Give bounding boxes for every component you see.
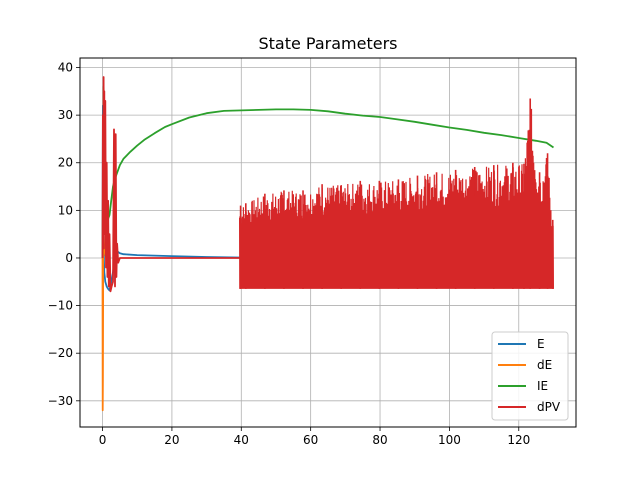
legend-label-e: E bbox=[537, 337, 545, 351]
x-tick-label: 120 bbox=[507, 433, 530, 447]
legend-label-de: dE bbox=[537, 358, 552, 372]
y-tick-label: −30 bbox=[48, 394, 73, 408]
series-line-e bbox=[101, 104, 240, 292]
y-tick-label: 20 bbox=[58, 156, 73, 170]
y-tick-label: 0 bbox=[65, 251, 73, 265]
x-tick-label: 100 bbox=[438, 433, 461, 447]
y-tick-label: 30 bbox=[58, 108, 73, 122]
plot-area bbox=[101, 76, 555, 412]
legend-box bbox=[491, 331, 569, 421]
x-axis: 0 20 40 60 80 100 120 bbox=[99, 427, 530, 447]
y-tick-label: −10 bbox=[48, 299, 73, 313]
y-tick-label: 40 bbox=[58, 61, 73, 75]
legend: EdE IE dPV bbox=[491, 331, 569, 421]
series-line-dpv-burst bbox=[239, 108, 555, 289]
x-tick-label: 80 bbox=[372, 433, 387, 447]
x-tick-label: 60 bbox=[303, 433, 318, 447]
series-line-dpv bbox=[101, 76, 240, 293]
legend-label-ie: IE bbox=[537, 379, 548, 393]
chart-title: State Parameters bbox=[258, 34, 397, 53]
x-tick-label: 20 bbox=[164, 433, 179, 447]
legend-label-dpv: dPV bbox=[537, 400, 561, 414]
series-line-ie bbox=[101, 85, 555, 259]
plot-frame bbox=[79, 57, 577, 428]
y-tick-label: 10 bbox=[58, 203, 73, 217]
x-tick-label: 0 bbox=[99, 433, 107, 447]
x-tick-label: 40 bbox=[234, 433, 249, 447]
y-axis: −30 −20 −10 0 10 20 30 40 bbox=[48, 61, 80, 408]
y-tick-label: −20 bbox=[48, 346, 73, 360]
